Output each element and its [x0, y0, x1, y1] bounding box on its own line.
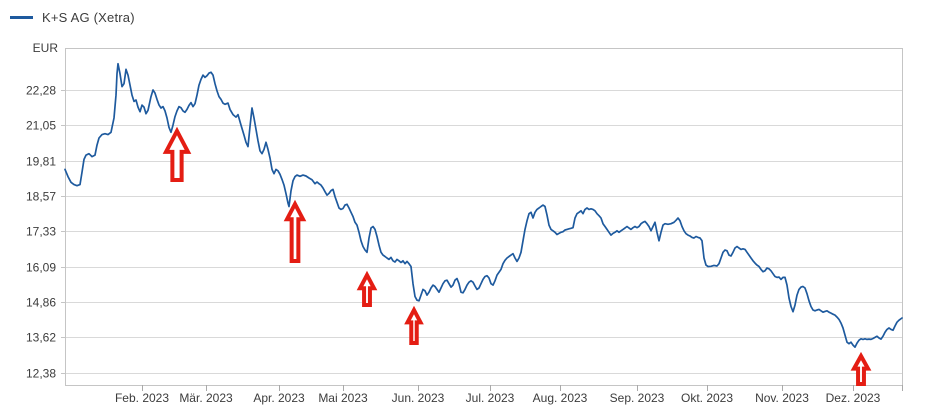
y-axis-label: 17,33	[26, 225, 56, 239]
y-axis-label: 14,86	[26, 296, 56, 310]
y-axis-label: 22,28	[26, 84, 56, 98]
y-axis-unit-label: EUR	[33, 41, 59, 55]
price-line	[64, 62, 903, 348]
y-axis-label: 19,81	[26, 155, 56, 169]
up-arrow-annotation-icon	[404, 305, 424, 345]
y-axis-label: 12,38	[26, 367, 56, 381]
x-axis-label: Dez. 2023	[826, 391, 881, 405]
series-legend-label: K+S AG (Xetra)	[42, 9, 135, 25]
y-axis-label: 13,62	[26, 331, 56, 345]
x-axis-label: Jun. 2023	[392, 391, 445, 405]
series-color-swatch-icon	[10, 15, 33, 19]
x-axis-label: Okt. 2023	[681, 391, 733, 405]
chart-legend: K+S AG (Xetra)	[10, 9, 135, 25]
plot-area-border	[65, 48, 903, 386]
x-axis-label: Feb. 2023	[115, 391, 169, 405]
x-axis-label: Jul. 2023	[466, 391, 515, 405]
y-axis-label: 16,09	[26, 261, 56, 275]
x-axis-label: Mai 2023	[318, 391, 368, 405]
up-arrow-annotation-icon	[850, 351, 872, 386]
y-axis-label: 21,05	[26, 119, 56, 133]
x-axis-label: Nov. 2023	[755, 391, 809, 405]
x-axis-label: Apr. 2023	[253, 391, 305, 405]
x-axis-label: Aug. 2023	[533, 391, 588, 405]
up-arrow-annotation-icon	[356, 270, 378, 307]
up-arrow-annotation-icon	[162, 126, 192, 182]
x-axis-label: Sep. 2023	[610, 391, 665, 405]
up-arrow-annotation-icon	[283, 199, 307, 263]
y-axis-label: 18,57	[26, 190, 56, 204]
x-axis-label: Mär. 2023	[179, 391, 233, 405]
